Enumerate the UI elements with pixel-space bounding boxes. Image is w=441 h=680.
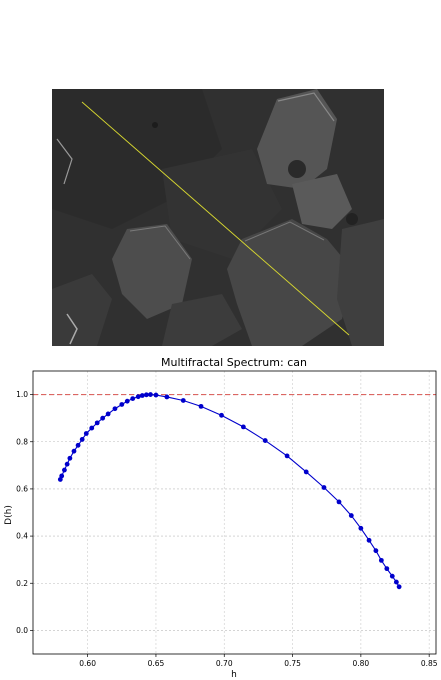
x-tick-label: 0.85: [421, 659, 438, 668]
sem-micrograph-image: [52, 89, 384, 346]
data-point: [59, 473, 65, 479]
y-tick-label: 0.4: [16, 532, 28, 541]
data-point: [284, 453, 290, 459]
data-point: [67, 455, 73, 461]
data-point: [64, 461, 70, 467]
y-tick-label: 0.8: [16, 437, 28, 446]
data-point: [119, 402, 125, 407]
x-tick-label: 0.70: [216, 659, 233, 668]
axes-frame: [32, 370, 437, 655]
data-point: [153, 392, 159, 398]
plot-area: 0.60 0.65 0.70 0.75 0.80 0.85 0.0 0.2 0.4 0.6 0.8 1…: [16, 370, 438, 668]
data-point: [62, 467, 67, 473]
y-tick-label: 0.6: [16, 484, 28, 493]
x-tick-label: 0.65: [148, 659, 165, 668]
data-point: [336, 499, 342, 505]
data-point: [148, 392, 153, 397]
data-point: [94, 420, 100, 426]
data-point: [75, 442, 81, 448]
data-point: [143, 392, 149, 398]
y-tick-label: 0.2: [16, 579, 28, 588]
data-point: [303, 469, 309, 475]
y-tick-label: 1.0: [16, 390, 28, 399]
x-axis-label: h: [231, 670, 237, 680]
data-point: [378, 557, 384, 563]
data-point: [139, 393, 145, 398]
data-point: [198, 403, 204, 409]
data-point: [100, 415, 106, 421]
data-point: [262, 438, 268, 443]
data-point: [112, 406, 118, 412]
data-point: [358, 525, 364, 531]
data-point: [219, 412, 224, 418]
x-tick-label: 0.60: [79, 659, 96, 668]
data-point: [130, 396, 136, 401]
data-point: [396, 584, 402, 590]
x-tick-label: 0.75: [284, 659, 301, 668]
data-point: [71, 448, 77, 454]
data-point: [105, 411, 111, 417]
data-point: [384, 566, 390, 572]
series-line: [59, 394, 400, 588]
data-point: [164, 394, 170, 400]
y-tick-label: 0.0: [16, 626, 28, 635]
multifractal-spectrum-chart: Multifractal Spectrum: can 0.60 0.65 0.70 0…: [4, 356, 438, 680]
data-point: [240, 424, 246, 430]
y-axis-label: D(h): [4, 505, 14, 525]
x-tick-label: 0.80: [353, 659, 370, 668]
data-point: [124, 398, 130, 404]
data-point: [89, 425, 95, 431]
data-point: [366, 537, 372, 543]
data-point: [373, 548, 379, 554]
data-point: [348, 513, 354, 518]
data-point: [135, 394, 141, 400]
chart-title: Multifractal Spectrum: can: [161, 356, 307, 369]
measurement-line: [81, 101, 350, 336]
data-point: [180, 398, 186, 403]
data-point: [389, 573, 395, 579]
data-point: [79, 436, 85, 442]
data-point: [83, 431, 89, 436]
data-point: [393, 579, 399, 585]
data-point: [321, 485, 327, 490]
